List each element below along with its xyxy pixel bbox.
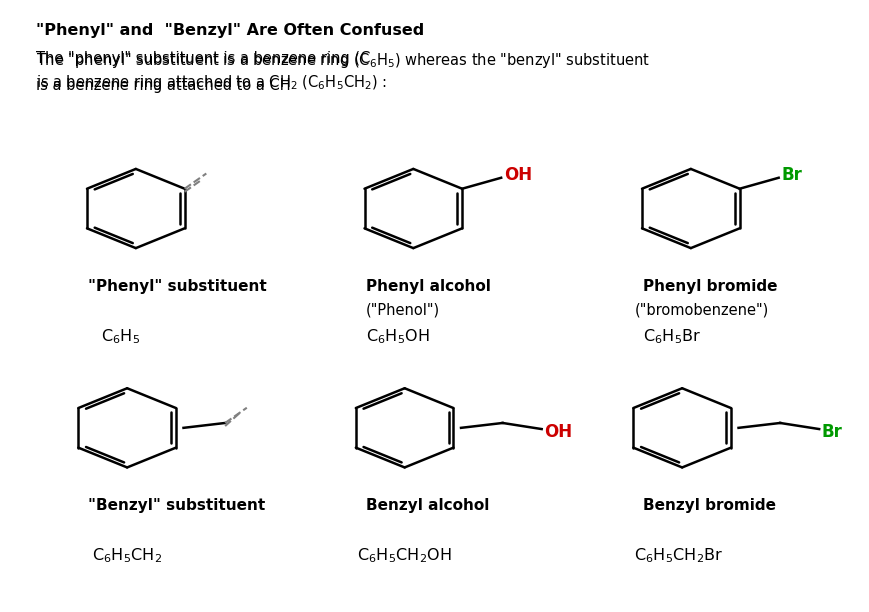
Text: Phenyl alcohol: Phenyl alcohol [365,278,490,294]
Text: $\mathregular{C_6H_5OH}$: $\mathregular{C_6H_5OH}$ [365,327,429,346]
Text: is a benzene ring attached to a CH: is a benzene ring attached to a CH [36,78,290,92]
Text: $\mathregular{C_6H_5}$: $\mathregular{C_6H_5}$ [101,327,140,346]
Text: The "phenyl" substituent is a benzene ring (C: The "phenyl" substituent is a benzene ri… [36,51,370,66]
Text: OH: OH [544,423,572,441]
Text: ("bromobenzene"): ("bromobenzene") [634,303,768,318]
Text: "Phenyl" substituent: "Phenyl" substituent [88,278,267,294]
Text: "Benzyl" substituent: "Benzyl" substituent [88,498,265,513]
Text: is a benzene ring attached to a $\mathregular{CH_2}$ ($\mathregular{C_6H_5CH_2}$: is a benzene ring attached to a $\mathre… [36,73,387,92]
Text: $\mathregular{C_6H_5CH_2Br}$: $\mathregular{C_6H_5CH_2Br}$ [634,547,723,565]
Text: $\mathregular{C_6H_5CH_2}$: $\mathregular{C_6H_5CH_2}$ [92,547,163,565]
Text: The "phenyl" substituent is a benzene ring ($\mathregular{C_6H_5}$) whereas the : The "phenyl" substituent is a benzene ri… [36,51,649,70]
Text: ("Phenol"): ("Phenol") [365,303,439,318]
Text: "Phenyl" and  "Benzyl" Are Often Confused: "Phenyl" and "Benzyl" Are Often Confused [36,23,424,38]
Text: Br: Br [780,166,801,184]
Text: $\mathregular{C_6H_5CH_2OH}$: $\mathregular{C_6H_5CH_2OH}$ [356,547,451,565]
Text: Benzyl bromide: Benzyl bromide [642,498,775,513]
Text: OH: OH [503,166,531,184]
Text: Benzyl alcohol: Benzyl alcohol [365,498,488,513]
Text: Br: Br [821,423,842,441]
Text: $\mathregular{C_6H_5Br}$: $\mathregular{C_6H_5Br}$ [642,327,700,346]
Text: Phenyl bromide: Phenyl bromide [642,278,777,294]
